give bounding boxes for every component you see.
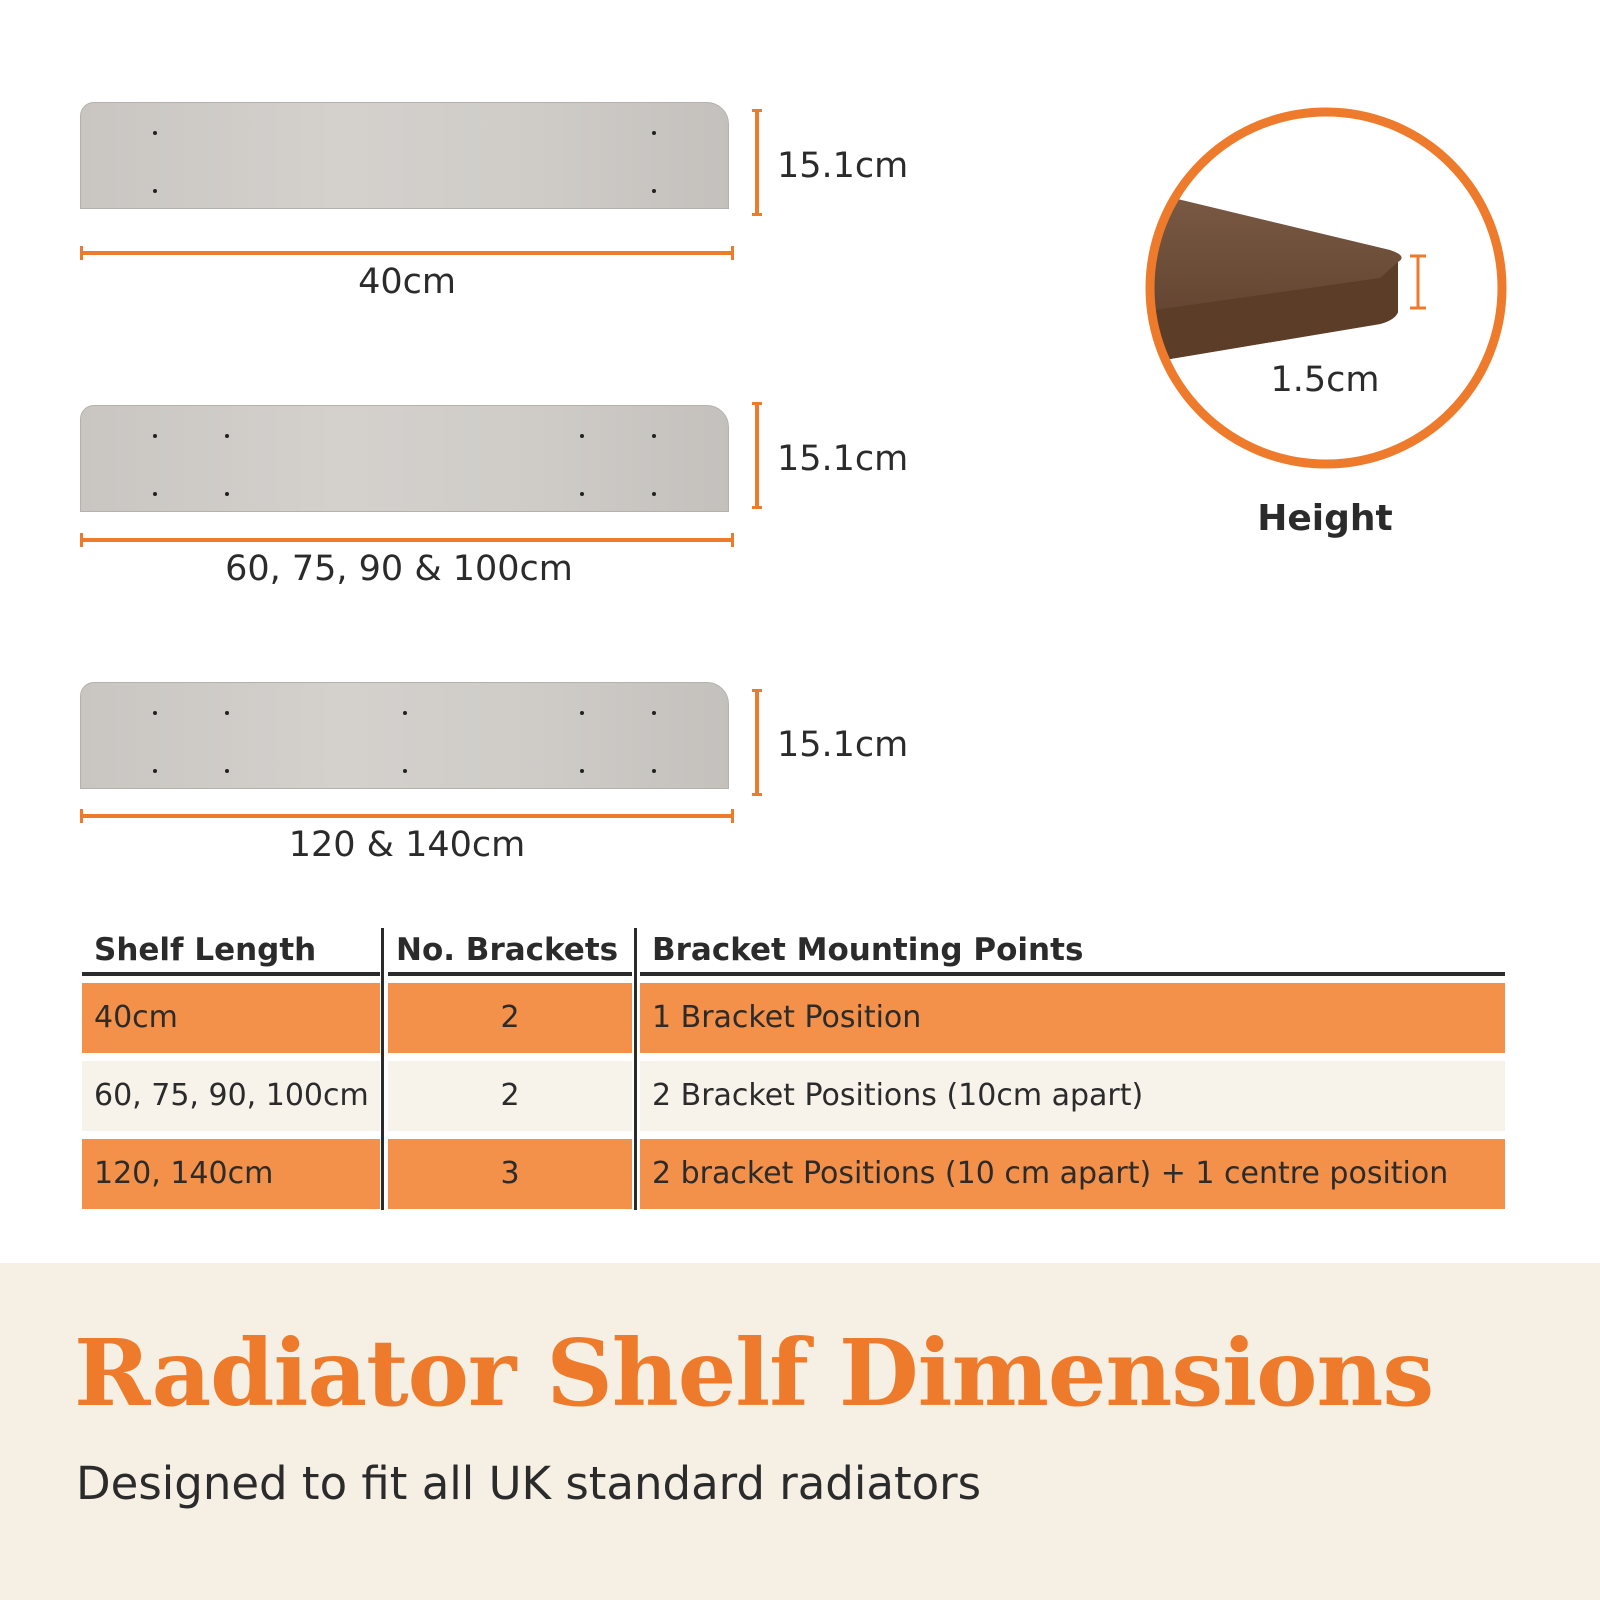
table-cell: 2 <box>388 983 632 1053</box>
table-cell: 120, 140cm <box>82 1139 380 1209</box>
height-dimension-marker <box>752 689 762 796</box>
table-cell: 60, 75, 90, 100cm <box>82 1061 380 1131</box>
wood-shelf-edge-image <box>1150 190 1402 364</box>
shelf-width-label: 120 & 140cm <box>288 825 526 865</box>
footer-band: Radiator Shelf Dimensions Designed to fi… <box>0 1263 1600 1600</box>
thickness-caption: Height <box>1257 498 1393 539</box>
width-dimension-marker <box>80 246 734 260</box>
shelf-height-label: 15.1cm <box>777 439 909 479</box>
shelf-60-100cm-image <box>80 405 729 512</box>
shelf-height-label: 15.1cm <box>777 146 909 186</box>
shelf-height-label: 15.1cm <box>777 725 909 765</box>
width-dimension-marker <box>80 809 734 823</box>
table-cell: 40cm <box>82 983 380 1053</box>
height-dimension-marker <box>752 402 762 509</box>
table-cell: 2 <box>388 1061 632 1131</box>
table-header-no-brackets: No. Brackets <box>396 932 619 968</box>
thickness-detail-circle <box>1145 107 1507 469</box>
thickness-dimension-marker <box>1410 254 1426 310</box>
page-subtitle: Designed to fit all UK standard radiator… <box>76 1457 982 1510</box>
table-header-shelf-length: Shelf Length <box>94 932 317 968</box>
table-cell: 2 bracket Positions (10 cm apart) + 1 ce… <box>640 1139 1505 1209</box>
width-dimension-marker <box>80 533 734 547</box>
table-cell: 2 Bracket Positions (10cm apart) <box>640 1061 1505 1131</box>
table-header-mounting-points: Bracket Mounting Points <box>652 932 1084 968</box>
shelf-40cm-image <box>80 102 729 209</box>
shelf-width-label: 40cm <box>358 262 456 302</box>
table-cell: 3 <box>388 1139 632 1209</box>
shelf-120-140cm-image <box>80 682 729 789</box>
table-cell: 1 Bracket Position <box>640 983 1505 1053</box>
shelf-width-label: 60, 75, 90 & 100cm <box>225 549 573 589</box>
height-dimension-marker <box>752 109 762 216</box>
thickness-label: 1.5cm <box>1270 360 1380 400</box>
page-title: Radiator Shelf Dimensions <box>74 1319 1434 1427</box>
